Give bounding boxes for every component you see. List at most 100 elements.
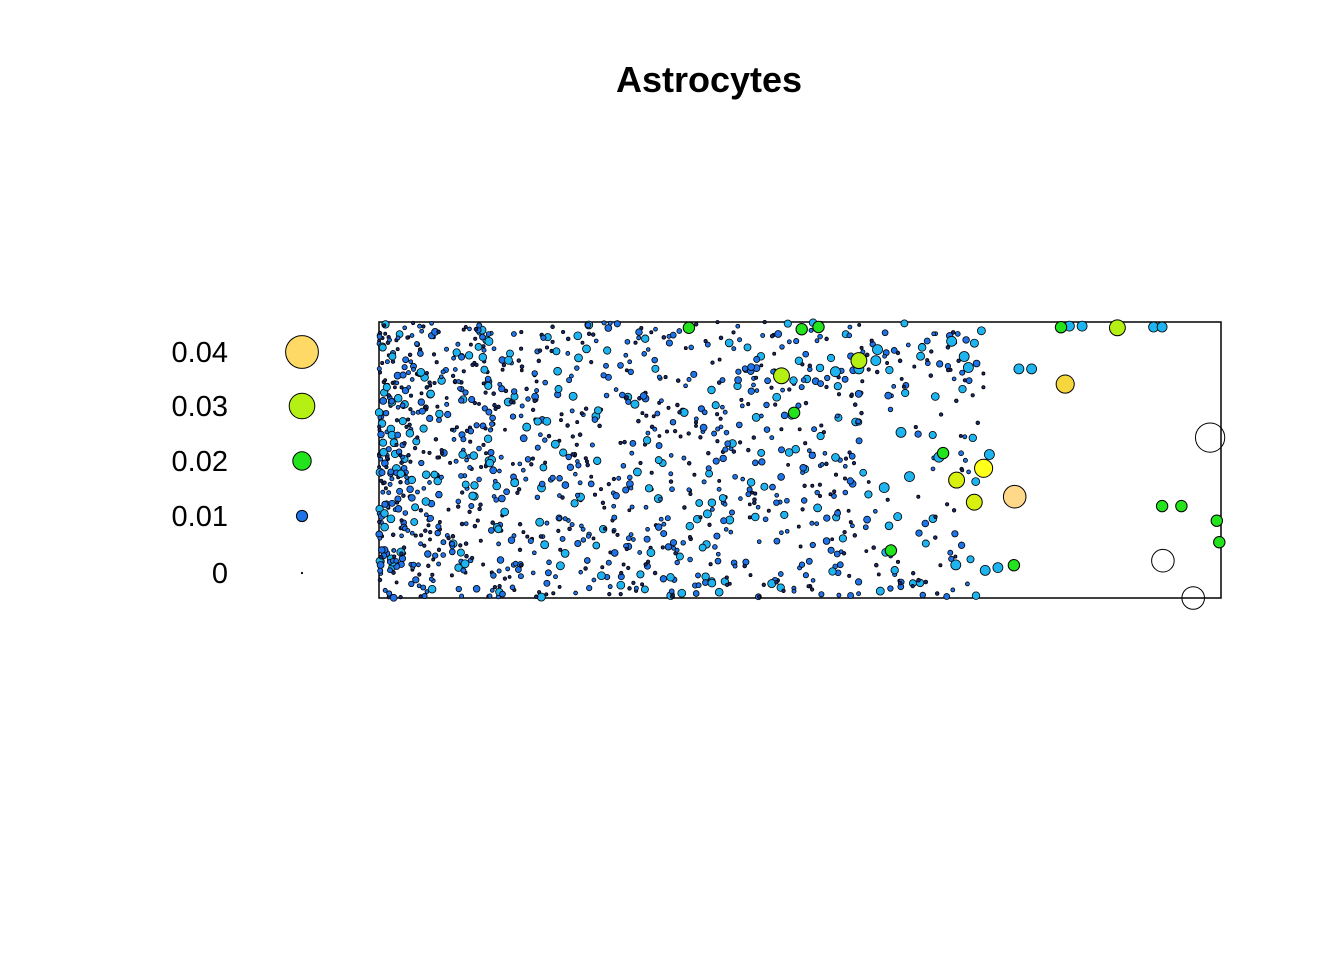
data-point [519, 434, 528, 443]
data-point [603, 392, 610, 399]
data-point [525, 534, 530, 539]
data-point [659, 575, 668, 583]
data-point [394, 505, 403, 513]
data-point [631, 537, 636, 542]
data-point [958, 351, 970, 362]
data-point [910, 583, 915, 589]
data-point [832, 489, 837, 494]
data-point [791, 588, 797, 594]
data-point [426, 389, 435, 399]
data-point [975, 420, 981, 426]
data-point [460, 436, 467, 443]
data-point [516, 487, 522, 492]
data-point [603, 346, 612, 355]
data-point [449, 540, 455, 547]
data-point [398, 453, 403, 458]
data-point [972, 359, 981, 368]
data-point [401, 493, 406, 498]
data-point [981, 385, 986, 390]
data-point [444, 410, 452, 419]
data-point [953, 554, 958, 559]
data-point [405, 335, 410, 340]
data-point [535, 517, 545, 527]
data-point [695, 572, 701, 579]
data-point [608, 550, 613, 555]
data-point [645, 559, 651, 564]
data-point [957, 541, 966, 549]
data-point [751, 512, 760, 522]
data-point [881, 329, 889, 337]
data-point [480, 365, 489, 374]
data-point [756, 539, 762, 545]
data-point [950, 559, 962, 571]
data-point [870, 355, 882, 367]
data-point [791, 444, 800, 454]
data-point [489, 414, 496, 422]
data-point [392, 554, 397, 559]
data-point [399, 518, 404, 523]
data-point [707, 578, 717, 588]
data-point [759, 413, 764, 419]
data-point [388, 398, 395, 405]
data-point [507, 536, 516, 544]
data-point [784, 448, 794, 457]
data-point [408, 393, 414, 398]
data-point [538, 534, 544, 539]
data-point [426, 523, 431, 528]
data-point [629, 440, 637, 447]
data-point [859, 410, 864, 416]
data-point [374, 408, 384, 417]
data-point [895, 426, 907, 438]
data-point [382, 587, 388, 593]
data-point [620, 463, 627, 469]
data-point [377, 519, 382, 524]
data-point [553, 366, 562, 376]
data-point [610, 549, 619, 557]
data-point [450, 534, 456, 539]
data-point [716, 380, 722, 385]
data-point [381, 500, 389, 508]
data-point [715, 551, 721, 557]
data-point [779, 530, 784, 536]
data-point [436, 329, 441, 335]
data-point [787, 387, 792, 392]
data-point [607, 591, 612, 597]
data-point [815, 363, 825, 373]
data-point [615, 532, 620, 537]
data-point [821, 430, 826, 435]
data-point [411, 503, 420, 512]
data-point [394, 580, 399, 585]
data-point [423, 405, 428, 410]
data-point [461, 327, 466, 332]
data-point [613, 320, 621, 328]
data-point [653, 326, 658, 332]
data-point [643, 535, 651, 543]
data-point [682, 505, 687, 510]
data-point-highlight [1210, 514, 1224, 527]
data-point [567, 526, 572, 532]
data-point [418, 508, 424, 513]
data-point [483, 434, 493, 443]
data-point [419, 391, 424, 396]
data-point [519, 403, 525, 409]
data-point [746, 447, 751, 453]
data-point [962, 434, 968, 440]
data-point [625, 398, 632, 405]
data-point [516, 358, 522, 363]
data-point [393, 558, 399, 564]
data-point [852, 533, 858, 538]
data-point [619, 391, 626, 399]
data-point [383, 486, 388, 491]
data-point [860, 379, 865, 384]
data-point-highlight [1108, 319, 1126, 337]
data-point [534, 594, 539, 599]
data-point [550, 339, 555, 344]
data-point [527, 537, 534, 545]
data-point [929, 349, 934, 354]
data-point [828, 567, 837, 576]
data-point [468, 491, 477, 501]
data-point [625, 535, 632, 542]
data-point [591, 416, 599, 423]
data-point [767, 579, 777, 589]
